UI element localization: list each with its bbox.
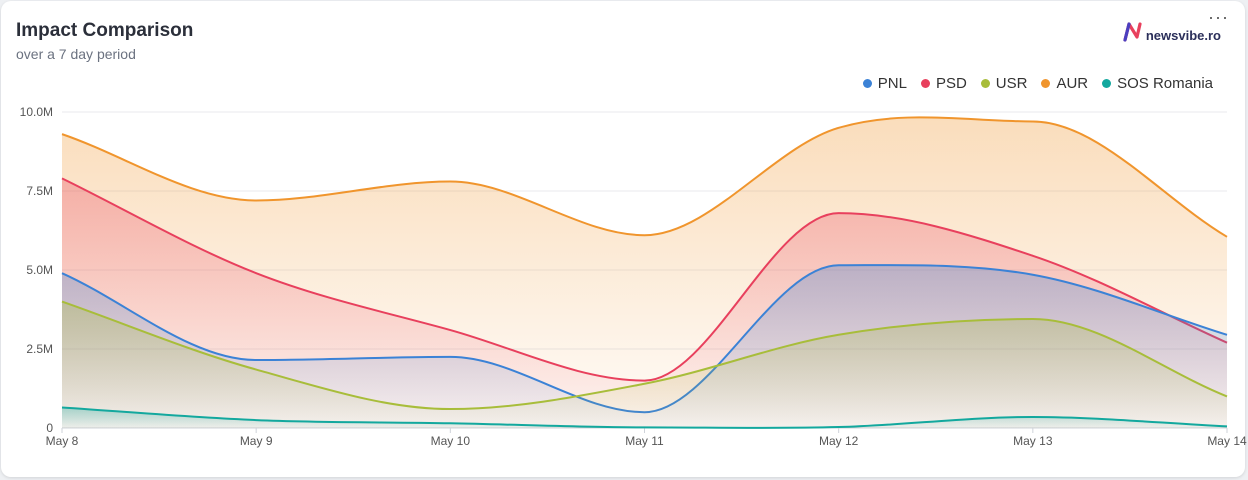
legend-label: PNL — [877, 75, 907, 92]
line-psd — [61, 177, 1228, 382]
line-usr — [61, 300, 1228, 411]
legend-label: SOS Romania — [1117, 75, 1213, 92]
legend-label: AUR — [1056, 75, 1089, 92]
chart-title: Impact Comparison — [16, 20, 194, 41]
brand-logo: newsvibe.ro — [1122, 21, 1221, 43]
legend-dot — [862, 79, 872, 88]
legend-item-psd[interactable]: PSD — [920, 75, 967, 92]
legend-label: PSD — [935, 75, 967, 92]
legend-item-usr[interactable]: USR — [980, 75, 1028, 92]
newsvibe-logo-icon — [1123, 22, 1142, 42]
y-tick-label: 10.0M — [20, 105, 53, 119]
more-horizontal-icon[interactable]: ··· — [1208, 7, 1229, 27]
y-tick-label: 7.5M — [26, 184, 53, 198]
legend-label: USR — [995, 75, 1028, 92]
line-aur — [61, 116, 1228, 238]
legend-item-sos-romania[interactable]: SOS Romania — [1102, 75, 1213, 92]
y-tick-label: 0 — [46, 421, 53, 435]
x-tick-label: May 12 — [819, 434, 859, 448]
legend-item-pnl[interactable]: PNL — [862, 75, 907, 92]
x-tick-label: May 9 — [240, 434, 273, 448]
x-tick-label: May 11 — [625, 434, 664, 448]
x-tick-label: May 14 — [1207, 434, 1247, 448]
brand-name: newsvibe.ro — [1145, 27, 1221, 43]
x-tick-label: May 13 — [1013, 434, 1053, 448]
y-tick-label: 5.0M — [26, 263, 53, 277]
line-sos-romania — [61, 406, 1228, 429]
legend-dot — [1102, 79, 1112, 88]
x-tick-label: May 8 — [46, 434, 79, 448]
legend-dot — [920, 79, 930, 88]
legend-dot — [980, 79, 990, 88]
y-tick-label: 2.5M — [26, 342, 53, 356]
chart-subtitle: over a 7 day period — [16, 46, 136, 62]
legend-dot — [1041, 79, 1051, 88]
chart-legend: PNL PSD USR AUR SOS Romania — [862, 75, 1213, 92]
x-tick-label: May 10 — [431, 434, 471, 448]
legend-item-aur[interactable]: AUR — [1041, 75, 1088, 92]
